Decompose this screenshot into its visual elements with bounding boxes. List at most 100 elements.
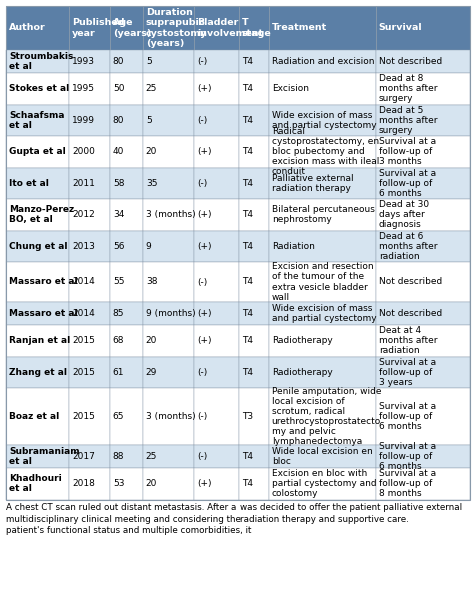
Bar [6, 388, 69, 445]
Text: Wide excision of mass
and partial cystectomy: Wide excision of mass and partial cystec… [272, 304, 376, 323]
Bar [239, 230, 269, 262]
Bar [6, 167, 69, 199]
Text: T4: T4 [242, 242, 253, 251]
Text: 25: 25 [146, 452, 157, 461]
Text: Survival at a
follow-up of
6 months: Survival at a follow-up of 6 months [379, 442, 436, 471]
Text: Dead at 6
months after
radiation: Dead at 6 months after radiation [379, 231, 437, 261]
Bar [375, 262, 470, 302]
Bar [110, 325, 143, 356]
Bar [194, 325, 239, 356]
Bar [143, 302, 194, 325]
Bar [6, 105, 69, 136]
Text: 20: 20 [146, 336, 157, 345]
Text: 20: 20 [146, 479, 157, 488]
Bar [269, 468, 375, 499]
Text: 2014: 2014 [72, 309, 95, 318]
Bar [69, 73, 110, 105]
Text: Manzo-Perez
BO, et al: Manzo-Perez BO, et al [9, 205, 74, 224]
Text: Survival: Survival [379, 24, 422, 32]
Text: (+): (+) [197, 242, 211, 251]
Text: Dead at 5
months after
surgery: Dead at 5 months after surgery [379, 106, 437, 135]
Text: 2000: 2000 [72, 147, 95, 157]
Text: 40: 40 [113, 147, 124, 157]
Text: Survival at a
follow-up of
8 months: Survival at a follow-up of 8 months [379, 469, 436, 498]
Bar [143, 50, 194, 73]
Text: Excision: Excision [272, 84, 309, 93]
Bar [269, 302, 375, 325]
Bar [194, 167, 239, 199]
Bar [269, 199, 375, 230]
Text: 85: 85 [113, 309, 124, 318]
Text: Penile amputation, wide
local excision of
scrotum, radical
urethrocystoprostatec: Penile amputation, wide local excision o… [272, 387, 381, 446]
Text: 88: 88 [113, 452, 124, 461]
Text: 25: 25 [146, 84, 157, 93]
Bar [269, 50, 375, 73]
Text: 20: 20 [146, 147, 157, 157]
Text: T4: T4 [242, 116, 253, 125]
Text: Excision and resection
of the tumour of the
extra vesicle bladder
wall: Excision and resection of the tumour of … [272, 262, 374, 301]
Bar [6, 302, 69, 325]
Bar [110, 136, 143, 167]
Text: 80: 80 [113, 116, 124, 125]
Text: Schaafsma
et al: Schaafsma et al [9, 111, 64, 130]
Text: (+): (+) [197, 147, 211, 157]
Bar [110, 105, 143, 136]
Text: (-): (-) [197, 278, 207, 286]
Text: 2011: 2011 [72, 179, 95, 188]
Text: (-): (-) [197, 412, 207, 421]
Bar [6, 356, 69, 388]
Text: 2015: 2015 [72, 412, 95, 421]
Bar [6, 230, 69, 262]
Bar [269, 73, 375, 105]
Text: Ranjan et al: Ranjan et al [9, 336, 70, 345]
Bar [375, 167, 470, 199]
Bar [143, 199, 194, 230]
Text: T4: T4 [242, 278, 253, 286]
Bar [269, 388, 375, 445]
Text: Published
year: Published year [72, 18, 124, 38]
Bar [6, 6, 69, 50]
Bar [375, 302, 470, 325]
Text: Radiotherapy: Radiotherapy [272, 368, 332, 377]
Bar [269, 230, 375, 262]
Bar [194, 445, 239, 468]
Bar [69, 262, 110, 302]
Bar [239, 167, 269, 199]
Bar [6, 262, 69, 302]
Text: T4: T4 [242, 179, 253, 188]
Text: Survival at a
follow-up of
6 months: Survival at a follow-up of 6 months [379, 169, 436, 198]
Bar [110, 388, 143, 445]
Text: 56: 56 [113, 242, 124, 251]
Text: 2017: 2017 [72, 452, 95, 461]
Text: Dead at 30
days after
diagnosis: Dead at 30 days after diagnosis [379, 200, 429, 230]
Bar [143, 468, 194, 499]
Text: 1995: 1995 [72, 84, 95, 93]
Bar [239, 262, 269, 302]
Text: Stroumbakis
et al: Stroumbakis et al [9, 52, 73, 71]
Text: T
stage: T stage [242, 18, 272, 38]
Text: 2018: 2018 [72, 479, 95, 488]
Text: Boaz et al: Boaz et al [9, 412, 59, 421]
Text: 1993: 1993 [72, 57, 95, 66]
Bar [69, 136, 110, 167]
Text: (-): (-) [197, 452, 207, 461]
Text: Survival at a
follow-up of
3 years: Survival at a follow-up of 3 years [379, 357, 436, 387]
Bar [143, 445, 194, 468]
Bar [194, 73, 239, 105]
Bar [375, 325, 470, 356]
Bar [375, 356, 470, 388]
Bar [375, 50, 470, 73]
Bar [143, 105, 194, 136]
Bar [143, 73, 194, 105]
Text: 34: 34 [113, 210, 124, 219]
Bar [239, 445, 269, 468]
Text: T4: T4 [242, 147, 253, 157]
Bar [269, 6, 375, 50]
Text: 3 (months): 3 (months) [146, 412, 195, 421]
Bar [269, 356, 375, 388]
Text: Radiation: Radiation [272, 242, 315, 251]
Bar [6, 445, 69, 468]
Bar [269, 136, 375, 167]
Bar [239, 388, 269, 445]
Bar [143, 136, 194, 167]
